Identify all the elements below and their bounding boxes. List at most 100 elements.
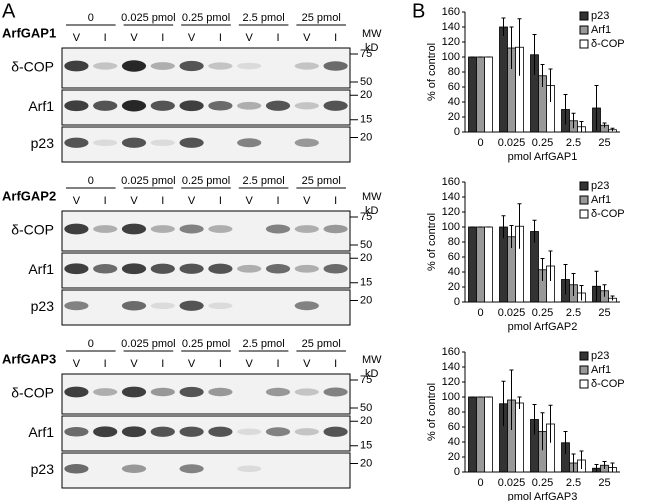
lane-label: I xyxy=(161,195,164,207)
dose-label: 25 pmol xyxy=(302,338,341,350)
x-tick-label: 2.5 xyxy=(566,137,581,149)
band xyxy=(265,100,291,111)
legend-label: Arf1 xyxy=(591,194,611,206)
band xyxy=(64,301,89,311)
band xyxy=(294,138,319,147)
band xyxy=(150,62,175,70)
x-tick-label: 0 xyxy=(477,137,483,149)
y-tick-label: 20 xyxy=(448,281,460,293)
band xyxy=(237,428,262,436)
y-axis-label: % of control xyxy=(426,43,438,101)
blot-frame xyxy=(61,126,351,163)
lane-label: I xyxy=(276,195,279,207)
band xyxy=(294,225,319,233)
band xyxy=(150,225,175,233)
x-tick-label: 0.025 xyxy=(498,137,526,149)
band xyxy=(208,302,233,310)
error-bar xyxy=(509,369,514,430)
row-label: p23 xyxy=(31,135,55,151)
legend-label: δ-COP xyxy=(591,38,625,50)
mw-marker: 50 xyxy=(360,76,372,88)
band xyxy=(265,387,291,397)
x-tick-label: 0.25 xyxy=(532,307,553,319)
error-bar xyxy=(579,285,584,301)
error-bar xyxy=(501,215,506,239)
lane-label: V xyxy=(73,195,81,207)
error-bar xyxy=(532,404,537,435)
legend-swatch xyxy=(579,365,589,375)
blot-title: ArfGAP3 xyxy=(2,351,56,366)
error-bar xyxy=(509,225,514,248)
row-label: p23 xyxy=(31,461,55,477)
mw-label: MW xyxy=(362,354,382,366)
lane-label: V xyxy=(188,195,196,207)
lane-label: V xyxy=(73,358,81,370)
band xyxy=(179,137,204,148)
band xyxy=(150,139,175,147)
band xyxy=(208,100,233,111)
band xyxy=(64,60,89,72)
band xyxy=(150,387,175,397)
lane-label: I xyxy=(104,195,107,207)
blot-title: ArfGAP1 xyxy=(2,25,56,40)
x-tick-label: 0.25 xyxy=(532,137,553,149)
band xyxy=(323,224,348,234)
kd-label: kD xyxy=(365,42,379,54)
mw-marker: 50 xyxy=(360,239,372,251)
mw-marker: 75 xyxy=(360,374,372,386)
error-bar xyxy=(571,112,576,129)
band xyxy=(93,100,118,111)
lane-label: I xyxy=(334,195,337,207)
band xyxy=(179,60,204,72)
band xyxy=(179,426,204,437)
band xyxy=(93,139,118,147)
band xyxy=(121,300,147,311)
band xyxy=(150,100,175,111)
band xyxy=(294,62,319,70)
band xyxy=(93,62,118,70)
band xyxy=(323,100,348,111)
legend-swatch xyxy=(579,195,589,205)
lane-label: I xyxy=(334,32,337,44)
legend-label: Arf1 xyxy=(591,24,611,36)
error-bar xyxy=(571,453,576,472)
band xyxy=(294,388,319,396)
band xyxy=(265,427,291,437)
band xyxy=(121,100,147,112)
x-axis-label: pmol ArfGAP3 xyxy=(508,491,578,501)
blot-frame xyxy=(61,373,351,415)
error-bar xyxy=(548,68,553,102)
error-bar xyxy=(594,85,599,131)
dose-label: 0 xyxy=(88,175,94,187)
y-tick-label: 80 xyxy=(448,66,460,78)
dose-label: 0 xyxy=(88,12,94,24)
band xyxy=(237,101,262,110)
mw-marker: 15 xyxy=(360,114,372,126)
error-bar xyxy=(563,431,568,454)
band xyxy=(179,100,204,112)
lane-label: V xyxy=(246,195,254,207)
band xyxy=(64,386,89,398)
band xyxy=(208,387,233,397)
band xyxy=(294,264,319,273)
legend-label: δ-COP xyxy=(591,208,625,220)
lane-label: I xyxy=(161,358,164,370)
band xyxy=(294,301,319,311)
dose-label: 0.025 pmol xyxy=(121,338,175,350)
row-label: δ-COP xyxy=(11,222,54,238)
row-label: Arf1 xyxy=(28,98,54,114)
lane-label: V xyxy=(303,358,311,370)
mw-marker: 20 xyxy=(360,252,372,264)
y-tick-label: 40 xyxy=(448,436,460,448)
bar xyxy=(468,226,477,303)
lane-label: V xyxy=(246,358,254,370)
band xyxy=(64,137,89,148)
y-tick-label: 120 xyxy=(442,36,460,48)
band xyxy=(208,62,233,70)
error-bar xyxy=(517,203,522,249)
y-tick-label: 40 xyxy=(448,266,460,278)
x-tick-label: 0.25 xyxy=(532,477,553,489)
band xyxy=(93,225,118,233)
legend-swatch xyxy=(579,39,589,49)
lane-label: I xyxy=(276,32,279,44)
